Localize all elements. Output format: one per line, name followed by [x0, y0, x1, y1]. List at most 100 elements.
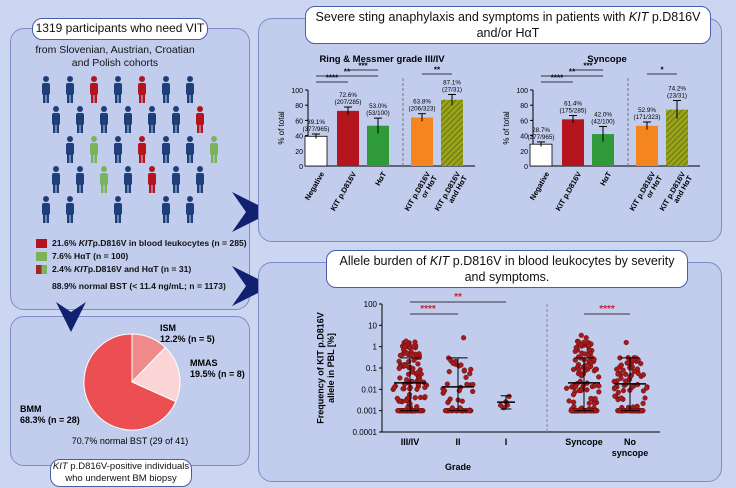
- person-head-icon: [67, 136, 73, 142]
- data-point: [588, 395, 594, 402]
- data-point: [422, 384, 428, 391]
- person-body-icon: [186, 143, 194, 155]
- person-icon: [138, 76, 146, 103]
- data-point: [445, 399, 451, 406]
- significance-stars: ***: [358, 62, 368, 71]
- data-point: [576, 367, 582, 373]
- x-tick-label: Negative: [303, 170, 326, 202]
- person-leg-icon: [200, 124, 203, 133]
- person-body-icon: [66, 203, 74, 215]
- person-icon: [186, 196, 194, 223]
- significance-stars: ****: [551, 74, 564, 83]
- person-leg-icon: [142, 154, 145, 163]
- x-tick-label: KIT p.D816V: [329, 170, 359, 212]
- pie-footer-italic: KIT: [52, 461, 68, 472]
- data-point: [415, 369, 421, 376]
- data-point: [578, 373, 584, 379]
- data-point: [406, 395, 412, 401]
- person-head-icon: [77, 106, 83, 112]
- pie-label-ism: ISM: [160, 323, 176, 333]
- data-point: [618, 362, 624, 368]
- person-body-icon: [172, 173, 180, 185]
- data-point: [412, 395, 418, 401]
- person-leg-icon: [91, 94, 94, 103]
- person-icon: [196, 106, 204, 133]
- person-head-icon: [101, 106, 107, 112]
- pie-pct-mmas: 19.5% (n = 8): [190, 369, 245, 379]
- data-point: [566, 398, 572, 404]
- x-tick-label: Syncope: [565, 437, 603, 447]
- data-point: [395, 408, 401, 414]
- person-leg-icon: [56, 124, 59, 133]
- bar: [337, 110, 359, 166]
- person-head-icon: [67, 76, 73, 82]
- person-leg-icon: [94, 94, 97, 103]
- person-icon: [186, 136, 194, 163]
- y-axis-label-line2: allele in PBL [%]: [326, 333, 336, 403]
- person-leg-icon: [187, 214, 190, 223]
- person-leg-icon: [125, 124, 128, 133]
- data-point: [640, 400, 646, 407]
- data-point: [463, 374, 469, 381]
- person-leg-icon: [67, 154, 70, 163]
- person-body-icon: [196, 113, 204, 125]
- data-point: [415, 361, 421, 367]
- data-point: [631, 368, 637, 374]
- person-icon: [186, 76, 194, 103]
- person-icon: [162, 136, 170, 163]
- data-point: [394, 395, 400, 401]
- person-body-icon: [76, 113, 84, 125]
- data-point: [570, 392, 577, 398]
- person-leg-icon: [187, 94, 190, 103]
- person-body-icon: [172, 113, 180, 125]
- x-axis-label: Grade: [445, 462, 471, 472]
- person-body-icon: [100, 113, 108, 125]
- person-leg-icon: [149, 184, 152, 193]
- person-icon: [76, 106, 84, 133]
- data-point: [570, 399, 577, 405]
- pie-slice-mmas: [131, 346, 181, 403]
- x-tick-label-line: KIT p.D816V: [329, 170, 359, 212]
- person-body-icon: [100, 173, 108, 185]
- x-tick-label: No: [624, 437, 636, 447]
- data-point: [397, 352, 403, 359]
- bar: [411, 117, 433, 166]
- person-icon: [90, 76, 98, 103]
- person-leg-icon: [142, 94, 145, 103]
- person-body-icon: [210, 143, 218, 155]
- person-body-icon: [186, 83, 194, 95]
- data-point: [578, 387, 584, 394]
- scatter-chart-allele: 0.0001 0.001 0.01 0.1 1 10 100 Frequency of KIT…: [315, 292, 660, 472]
- pie-label-mmas: MMAS: [190, 358, 218, 368]
- data-point: [573, 383, 579, 390]
- data-label: 61.4%: [564, 101, 582, 108]
- person-leg-icon: [152, 184, 155, 193]
- data-point: [410, 344, 416, 350]
- y-tick-label: 80: [295, 103, 303, 110]
- pie-footer-line2: who underwent BM biopsy: [65, 473, 177, 484]
- significance-stars: *: [660, 66, 664, 75]
- person-head-icon: [163, 76, 169, 82]
- person-icon: [162, 76, 170, 103]
- data-point: [572, 357, 578, 363]
- person-leg-icon: [104, 124, 107, 133]
- legend-hat-swatch: [36, 251, 47, 261]
- data-point: [417, 394, 424, 401]
- data-point: [592, 383, 598, 389]
- person-leg-icon: [91, 154, 94, 163]
- arrow-right-bottom-icon: [232, 266, 272, 306]
- person-leg-icon: [166, 214, 169, 223]
- person-icon: [66, 196, 74, 223]
- data-point: [622, 378, 629, 384]
- person-body-icon: [66, 143, 74, 155]
- data-point: [620, 367, 626, 373]
- data-label-count: (175/285): [560, 108, 587, 115]
- data-point: [441, 388, 448, 394]
- person-leg-icon: [46, 94, 49, 103]
- y-tick-label: 40: [295, 134, 303, 141]
- person-leg-icon: [149, 124, 152, 133]
- data-point: [572, 348, 578, 354]
- data-point: [640, 388, 647, 394]
- person-leg-icon: [197, 184, 200, 193]
- person-leg-icon: [118, 94, 121, 103]
